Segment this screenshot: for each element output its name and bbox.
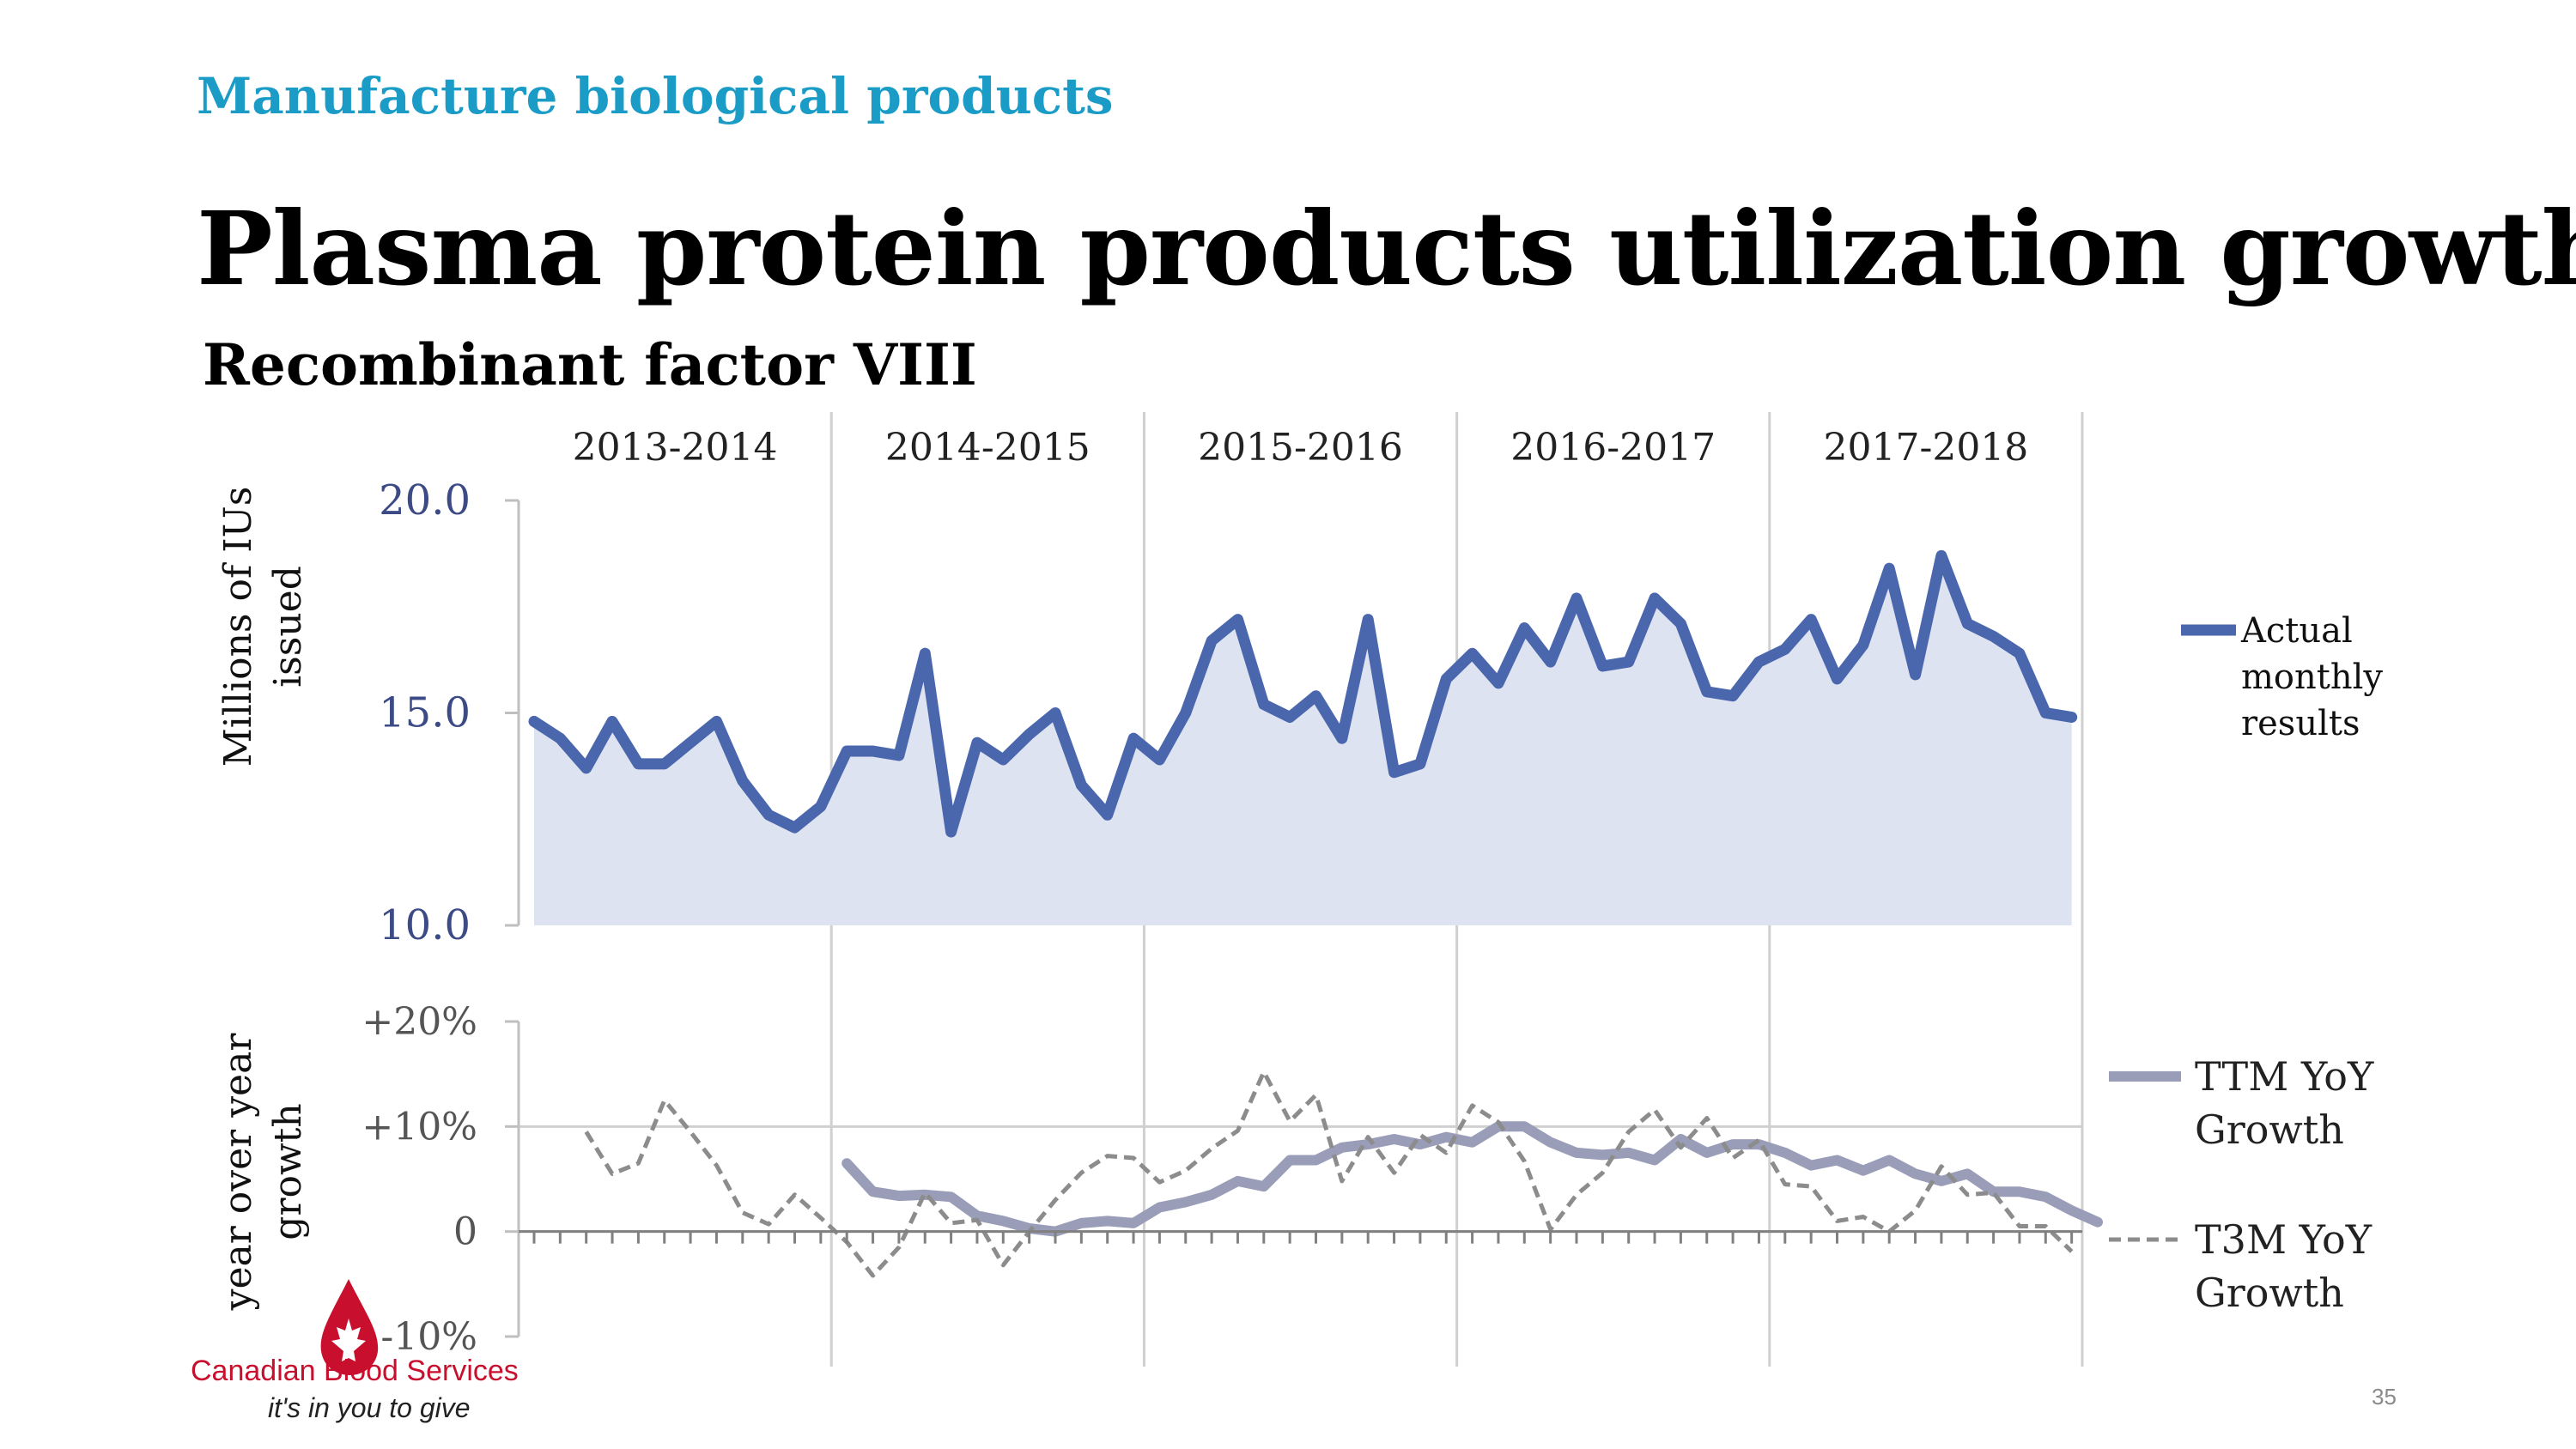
actual-area-fill	[534, 555, 2072, 925]
period-label: 2013-2014	[573, 426, 778, 470]
top-y-axis-title-line: issued	[266, 566, 310, 688]
chart-labels: 2013-2014 2014-2015 2015-2016 2016-2017 2017…	[216, 426, 2028, 1359]
chart-subtitle: Recombinant factor VIII	[203, 331, 977, 398]
legend-t3m-label: T3M YoY Growth	[2195, 1216, 2372, 1316]
growth-plot	[584, 1070, 2103, 1278]
legend-actual-label-line: Actual	[2240, 611, 2353, 651]
top-y-tick-label: 20.0	[379, 476, 471, 524]
canadian-blood-services-logo	[320, 1279, 379, 1375]
legend-ttm-label-line: TTM YoY	[2195, 1053, 2374, 1100]
logo-name: Canadian Blood Services	[191, 1355, 519, 1387]
period-label: 2016-2017	[1510, 426, 1716, 470]
actual-monthly-line	[528, 549, 2078, 838]
legend-actual-label-line: results	[2241, 704, 2360, 743]
page-number: 35	[2372, 1384, 2397, 1410]
legend-ttm-label: TTM YoY Growth	[2195, 1053, 2374, 1153]
chart-axes	[505, 499, 2082, 1338]
bottom-y-tick-label: +10%	[361, 1105, 477, 1149]
section-kicker: Manufacture biological products	[197, 67, 1114, 125]
period-label: 2017-2018	[1823, 426, 2028, 470]
legend-t3m-label-line: Growth	[2195, 1270, 2344, 1316]
actual-monthly-plot	[528, 549, 2078, 925]
bottom-y-tick-label: 0	[453, 1210, 477, 1254]
page-title: Plasma protein products utilization grow…	[197, 189, 2576, 308]
logo-tagline: it's in you to give	[268, 1392, 471, 1423]
legend-actual-label: Actual monthly results	[2240, 611, 2383, 743]
period-label: 2015-2016	[1198, 426, 1403, 470]
bottom-y-axis-title-line: growth	[266, 1103, 310, 1240]
legend-t3m-label-line: T3M YoY	[2195, 1216, 2372, 1263]
top-y-tick-label: 10.0	[379, 901, 471, 949]
top-y-tick-label: 15.0	[379, 689, 471, 737]
period-label: 2014-2015	[885, 426, 1091, 470]
top-y-axis-title-line: Millions of IUs	[216, 487, 260, 767]
bottom-y-axis-title: year over year growth	[216, 1033, 310, 1312]
blood-drop-maple-leaf-icon	[320, 1279, 379, 1375]
bottom-y-tick-label: +20%	[361, 1000, 477, 1044]
bottom-y-axis-title-line: year over year	[216, 1033, 260, 1312]
legend-actual-label-line: monthly	[2241, 658, 2383, 697]
t3m-yoy-line	[584, 1070, 2074, 1278]
legend-ttm-label-line: Growth	[2195, 1106, 2344, 1153]
bottom-y-tick-label: -10%	[380, 1315, 477, 1359]
top-y-axis-title: Millions of IUs issued	[216, 487, 310, 767]
